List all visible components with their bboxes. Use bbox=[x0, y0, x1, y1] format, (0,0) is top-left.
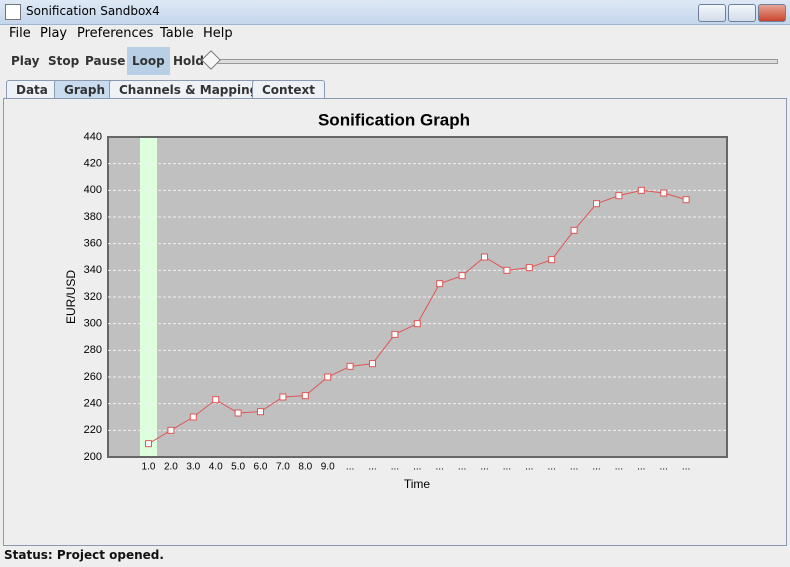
data-point bbox=[302, 393, 308, 399]
x-tick-label: 4.0 bbox=[209, 462, 223, 473]
menu-item[interactable]: Preferences bbox=[77, 26, 153, 41]
x-tick-label: 9.0 bbox=[321, 462, 335, 473]
x-tick-label: 5.0 bbox=[231, 462, 245, 473]
title-bar: Sonification Sandbox4 bbox=[0, 0, 790, 25]
x-tick-label: ... bbox=[368, 462, 376, 473]
y-tick-label: 340 bbox=[84, 264, 102, 276]
data-point bbox=[571, 227, 577, 233]
chart-title: Sonification Graph bbox=[318, 110, 470, 129]
x-tick-label: ... bbox=[503, 462, 511, 473]
data-point bbox=[414, 321, 420, 327]
toolbar-button[interactable]: Loop bbox=[127, 47, 170, 75]
data-point bbox=[459, 273, 465, 279]
y-tick-label: 300 bbox=[84, 318, 102, 330]
y-tick-label: 320 bbox=[84, 291, 102, 303]
y-tick-label: 440 bbox=[84, 131, 102, 143]
x-tick-label: ... bbox=[615, 462, 623, 473]
x-tick-label: ... bbox=[458, 462, 466, 473]
x-tick-label: 8.0 bbox=[298, 462, 312, 473]
slider-track[interactable] bbox=[210, 59, 778, 64]
data-point bbox=[683, 197, 689, 203]
x-tick-label: 3.0 bbox=[186, 462, 200, 473]
data-point bbox=[526, 265, 532, 271]
window-title: Sonification Sandbox4 bbox=[26, 4, 160, 18]
data-point bbox=[213, 397, 219, 403]
toolbar-button[interactable]: Play bbox=[6, 47, 44, 75]
x-axis-label: Time bbox=[404, 477, 431, 491]
status-bar: Status: Project opened. bbox=[4, 548, 164, 562]
x-tick-label: ... bbox=[346, 462, 354, 473]
menu-item[interactable]: Play bbox=[40, 26, 67, 41]
y-tick-label: 280 bbox=[84, 344, 102, 356]
tab[interactable]: Context bbox=[252, 80, 325, 99]
data-point bbox=[347, 363, 353, 369]
y-tick-label: 200 bbox=[84, 451, 102, 463]
data-point bbox=[482, 254, 488, 260]
data-point bbox=[325, 374, 331, 380]
data-point bbox=[594, 201, 600, 207]
menu-item[interactable]: Help bbox=[203, 26, 233, 41]
x-tick-label: 2.0 bbox=[164, 462, 178, 473]
x-tick-label: 1.0 bbox=[142, 462, 156, 473]
data-point bbox=[146, 441, 152, 447]
y-tick-label: 420 bbox=[84, 158, 102, 170]
data-point bbox=[549, 257, 555, 263]
data-point bbox=[235, 410, 241, 416]
y-axis-label: EUR/USD bbox=[64, 270, 78, 324]
toolbar-button[interactable]: Pause bbox=[80, 47, 130, 75]
y-tick-label: 220 bbox=[84, 424, 102, 436]
data-point bbox=[168, 427, 174, 433]
data-point bbox=[190, 414, 196, 420]
tab[interactable]: Graph bbox=[54, 80, 115, 99]
minimize-button[interactable] bbox=[698, 4, 726, 22]
x-tick-label: ... bbox=[413, 462, 421, 473]
x-tick-label: 7.0 bbox=[276, 462, 290, 473]
y-tick-label: 360 bbox=[84, 238, 102, 250]
x-tick-label: ... bbox=[391, 462, 399, 473]
y-tick-label: 400 bbox=[84, 184, 102, 196]
x-tick-label: ... bbox=[682, 462, 690, 473]
menu-item[interactable]: Table bbox=[160, 26, 194, 41]
tab[interactable]: Channels & Mappings bbox=[109, 80, 275, 99]
chart: Sonification Graph Time EUR/USD 200 220 24… bbox=[0, 100, 790, 540]
x-tick-label: ... bbox=[570, 462, 578, 473]
toolbar-button[interactable]: Stop bbox=[43, 47, 84, 75]
data-point bbox=[258, 409, 264, 415]
data-point bbox=[638, 187, 644, 193]
x-tick-label: ... bbox=[480, 462, 488, 473]
y-tick-label: 260 bbox=[84, 371, 102, 383]
data-point bbox=[437, 281, 443, 287]
data-point bbox=[504, 267, 510, 273]
data-point bbox=[280, 394, 286, 400]
y-tick-label: 380 bbox=[84, 211, 102, 223]
data-point bbox=[616, 193, 622, 199]
maximize-button[interactable] bbox=[728, 4, 756, 22]
tab[interactable]: Data bbox=[6, 80, 58, 99]
app-icon bbox=[5, 4, 21, 20]
data-point bbox=[392, 331, 398, 337]
x-tick-label: ... bbox=[525, 462, 533, 473]
x-tick-label: 6.0 bbox=[254, 462, 268, 473]
menu-item[interactable]: File bbox=[9, 26, 31, 41]
x-tick-label: ... bbox=[548, 462, 556, 473]
data-point bbox=[370, 361, 376, 367]
x-tick-label: ... bbox=[637, 462, 645, 473]
close-button[interactable] bbox=[758, 4, 786, 22]
x-tick-label: ... bbox=[592, 462, 600, 473]
y-tick-label: 240 bbox=[84, 398, 102, 410]
data-point bbox=[661, 190, 667, 196]
x-tick-label: ... bbox=[660, 462, 668, 473]
x-tick-label: ... bbox=[436, 462, 444, 473]
